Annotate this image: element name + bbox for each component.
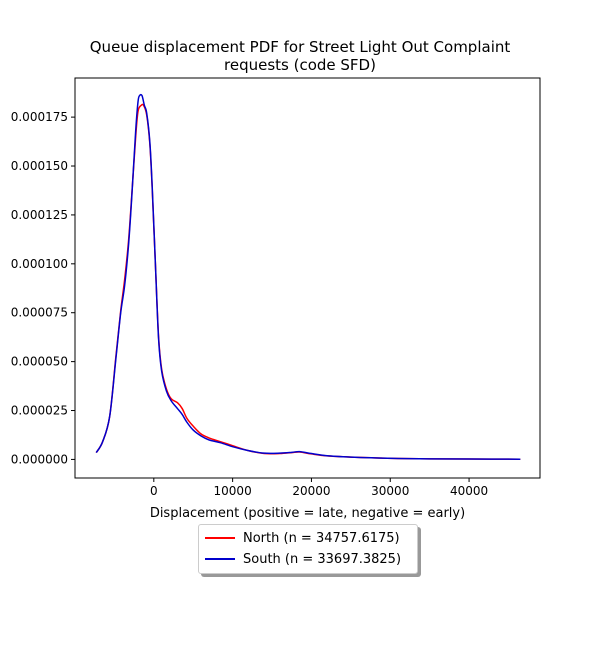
x-tick-label: 20000 — [292, 484, 330, 498]
series-line-north — [95, 103, 521, 460]
y-tick-label: 0.000125 — [11, 208, 68, 222]
y-tick-label: 0.000150 — [11, 159, 68, 173]
x-tick-label: 40000 — [450, 484, 488, 498]
legend: North (n = 34757.6175) South (n = 33697.… — [198, 524, 418, 574]
legend-swatch-south — [205, 558, 235, 560]
legend-item-south: South (n = 33697.3825) — [205, 550, 401, 568]
legend-label-south: South (n = 33697.3825) — [243, 551, 402, 567]
plot-frame — [74, 77, 541, 479]
legend-item-north: North (n = 34757.6175) — [205, 529, 400, 547]
y-tick-label: 0.000175 — [11, 110, 68, 124]
y-tick-label: 0.000100 — [11, 257, 68, 271]
x-tick-label: 10000 — [214, 484, 252, 498]
y-tick-label: 0.000025 — [11, 404, 68, 418]
y-tick-label: 0.000075 — [11, 306, 68, 320]
series-line-south — [95, 93, 521, 460]
y-tick-label: 0.000050 — [11, 355, 68, 369]
legend-swatch-north — [205, 537, 235, 539]
y-tick-label: 0.000000 — [11, 452, 68, 466]
legend-label-north: North (n = 34757.6175) — [243, 530, 400, 546]
axes-layer: 0 10000 20000 30000 40000 0.000000 0.000025 0.0… — [11, 110, 488, 498]
series-layer — [95, 93, 521, 460]
x-tick-label: 30000 — [371, 484, 409, 498]
chart-title-line-1: Queue displacement PDF for Street Light … — [89, 38, 511, 56]
x-tick-label: 0 — [150, 484, 158, 498]
x-axis-label: Displacement (positive = late, negative … — [149, 506, 466, 521]
chart-title-line-2: requests (code SFD) — [224, 56, 376, 74]
